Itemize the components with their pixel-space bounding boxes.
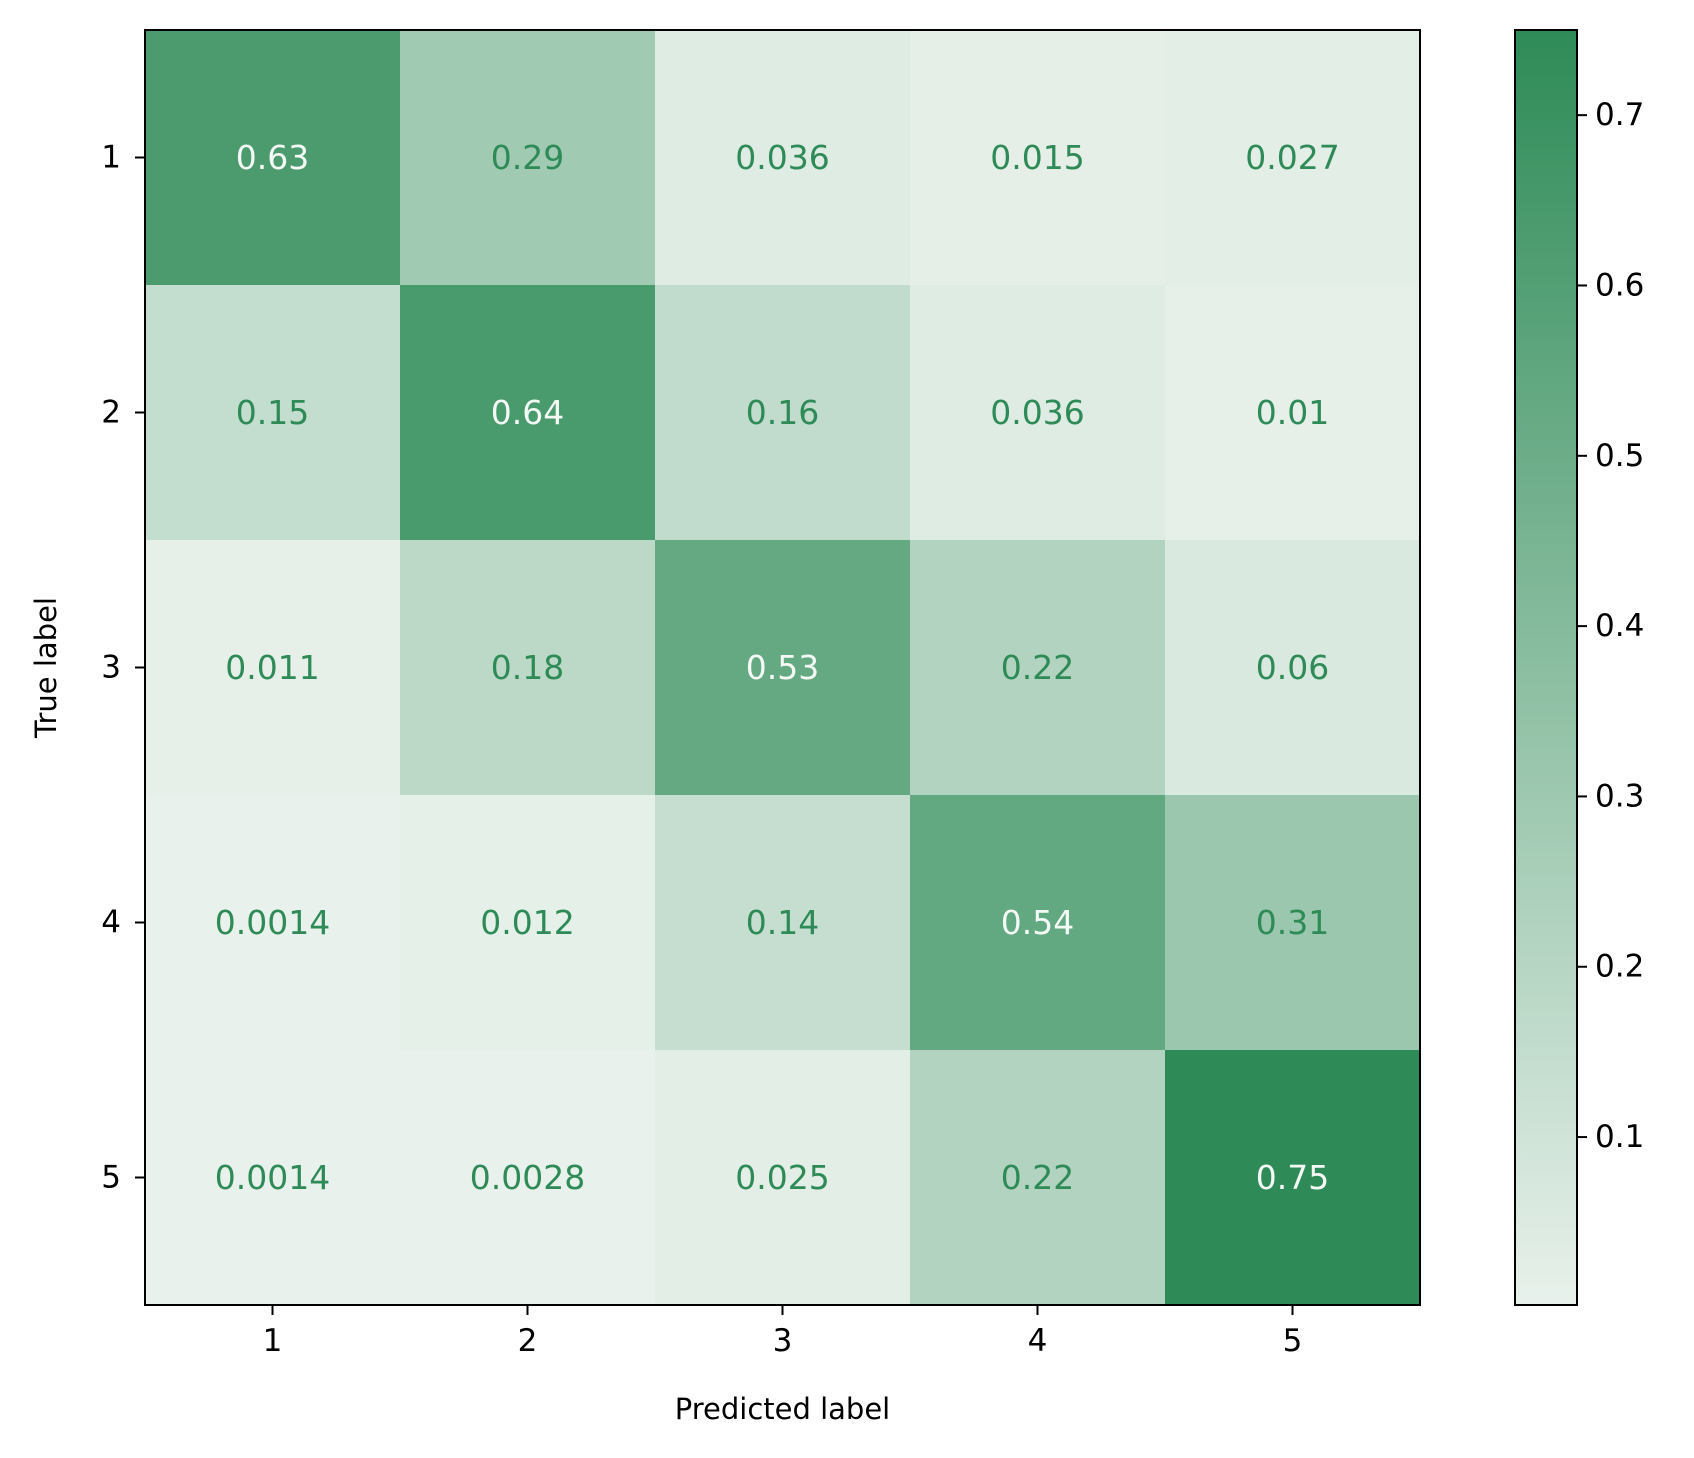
y-tick-label: 2 [101, 395, 121, 431]
cell-value-label: 0.15 [236, 393, 309, 432]
heatmap-cell-r4-c4 [910, 795, 1166, 1051]
heatmap-cell-r1-c3 [655, 30, 911, 286]
heatmap-cell-r1-c1 [145, 30, 401, 286]
colorbar-tick-label: 0.2 [1595, 949, 1644, 985]
x-tick-label: 5 [1283, 1323, 1303, 1359]
heatmap-cells [145, 30, 1421, 1306]
colorbar-tick-label: 0.1 [1595, 1119, 1644, 1155]
cell-value-label: 0.64 [491, 393, 564, 432]
y-tick-label: 5 [101, 1160, 121, 1196]
cell-value-label: 0.14 [746, 903, 819, 942]
heatmap-cell-r2-c4 [910, 285, 1166, 541]
cell-value-label: 0.036 [990, 393, 1084, 432]
heatmap-cell-r2-c1 [145, 285, 401, 541]
cell-value-label: 0.01 [1256, 393, 1329, 432]
cell-value-label: 0.29 [491, 138, 564, 177]
heatmap-cell-r4-c5 [1165, 795, 1421, 1051]
x-tick-label: 3 [773, 1323, 793, 1359]
cell-value-label: 0.75 [1256, 1158, 1329, 1197]
cell-value-labels: 0.63 0.29 0.036 0.015 0.027 0.15 0.64 0.16 0.036… [215, 138, 1340, 1197]
cell-value-label: 0.31 [1256, 903, 1329, 942]
x-axis-label: Predicted label [675, 1392, 891, 1426]
cell-value-label: 0.011 [225, 648, 319, 687]
colorbar-tick-label: 0.3 [1595, 778, 1644, 814]
x-axis-ticks: 1 2 3 4 5 [263, 1305, 1303, 1359]
heatmap-cell-r4-c2 [400, 795, 656, 1051]
x-tick-label: 2 [518, 1323, 538, 1359]
heatmap-cell-r3-c5 [1165, 540, 1421, 796]
heatmap-cell-r5-c1 [145, 1050, 401, 1306]
heatmap-cell-r5-c4 [910, 1050, 1166, 1306]
colorbar-tick-label: 0.5 [1595, 438, 1644, 474]
y-axis-ticks: 1 2 3 4 5 [101, 140, 145, 1196]
cell-value-label: 0.0014 [215, 1158, 330, 1197]
heatmap-cell-r3-c2 [400, 540, 656, 796]
heatmap-cell-r1-c5 [1165, 30, 1421, 286]
colorbar-tick-label: 0.4 [1595, 608, 1644, 644]
x-tick-label: 4 [1028, 1323, 1048, 1359]
cell-value-label: 0.027 [1245, 138, 1339, 177]
heatmap-cell-r5-c3 [655, 1050, 911, 1306]
cell-value-label: 0.012 [480, 903, 574, 942]
cell-value-label: 0.036 [735, 138, 829, 177]
cell-value-label: 0.53 [746, 648, 819, 687]
colorbar-tick-label: 0.7 [1595, 97, 1644, 133]
cell-value-label: 0.22 [1001, 1158, 1074, 1197]
colorbar-ticks: 0.1 0.2 0.3 0.4 0.5 0.6 0.7 [1577, 97, 1644, 1155]
heatmap-cell-r5-c5 [1165, 1050, 1421, 1306]
heatmap-cell-r1-c2 [400, 30, 656, 286]
colorbar [1514, 29, 1578, 1306]
cell-value-label: 0.015 [990, 138, 1084, 177]
cell-value-label: 0.22 [1001, 648, 1074, 687]
cell-value-label: 0.0028 [470, 1158, 585, 1197]
heatmap-cell-r4-c1 [145, 795, 401, 1051]
y-axis-label: True label [29, 597, 63, 739]
y-tick-label: 4 [101, 905, 121, 941]
heatmap-cell-r4-c3 [655, 795, 911, 1051]
heatmap-cell-r5-c2 [400, 1050, 656, 1306]
x-tick-label: 1 [263, 1323, 283, 1359]
cell-value-label: 0.18 [491, 648, 564, 687]
heatmap-cell-r3-c3 [655, 540, 911, 796]
cell-value-label: 0.06 [1256, 648, 1329, 687]
cell-value-label: 0.025 [735, 1158, 829, 1197]
y-tick-label: 3 [101, 650, 121, 686]
heatmap-cell-r1-c4 [910, 30, 1166, 286]
heatmap-cell-r3-c4 [910, 540, 1166, 796]
y-tick-label: 1 [101, 140, 121, 176]
heatmap-cell-r2-c3 [655, 285, 911, 541]
heatmap-cell-r2-c5 [1165, 285, 1421, 541]
cell-value-label: 0.63 [236, 138, 309, 177]
cell-value-label: 0.54 [1001, 903, 1074, 942]
heatmap-cell-r2-c2 [400, 285, 656, 541]
heatmap-cell-r3-c1 [145, 540, 401, 796]
colorbar-tick-label: 0.6 [1595, 267, 1644, 303]
cell-value-label: 0.0014 [215, 903, 330, 942]
cell-value-label: 0.16 [746, 393, 819, 432]
